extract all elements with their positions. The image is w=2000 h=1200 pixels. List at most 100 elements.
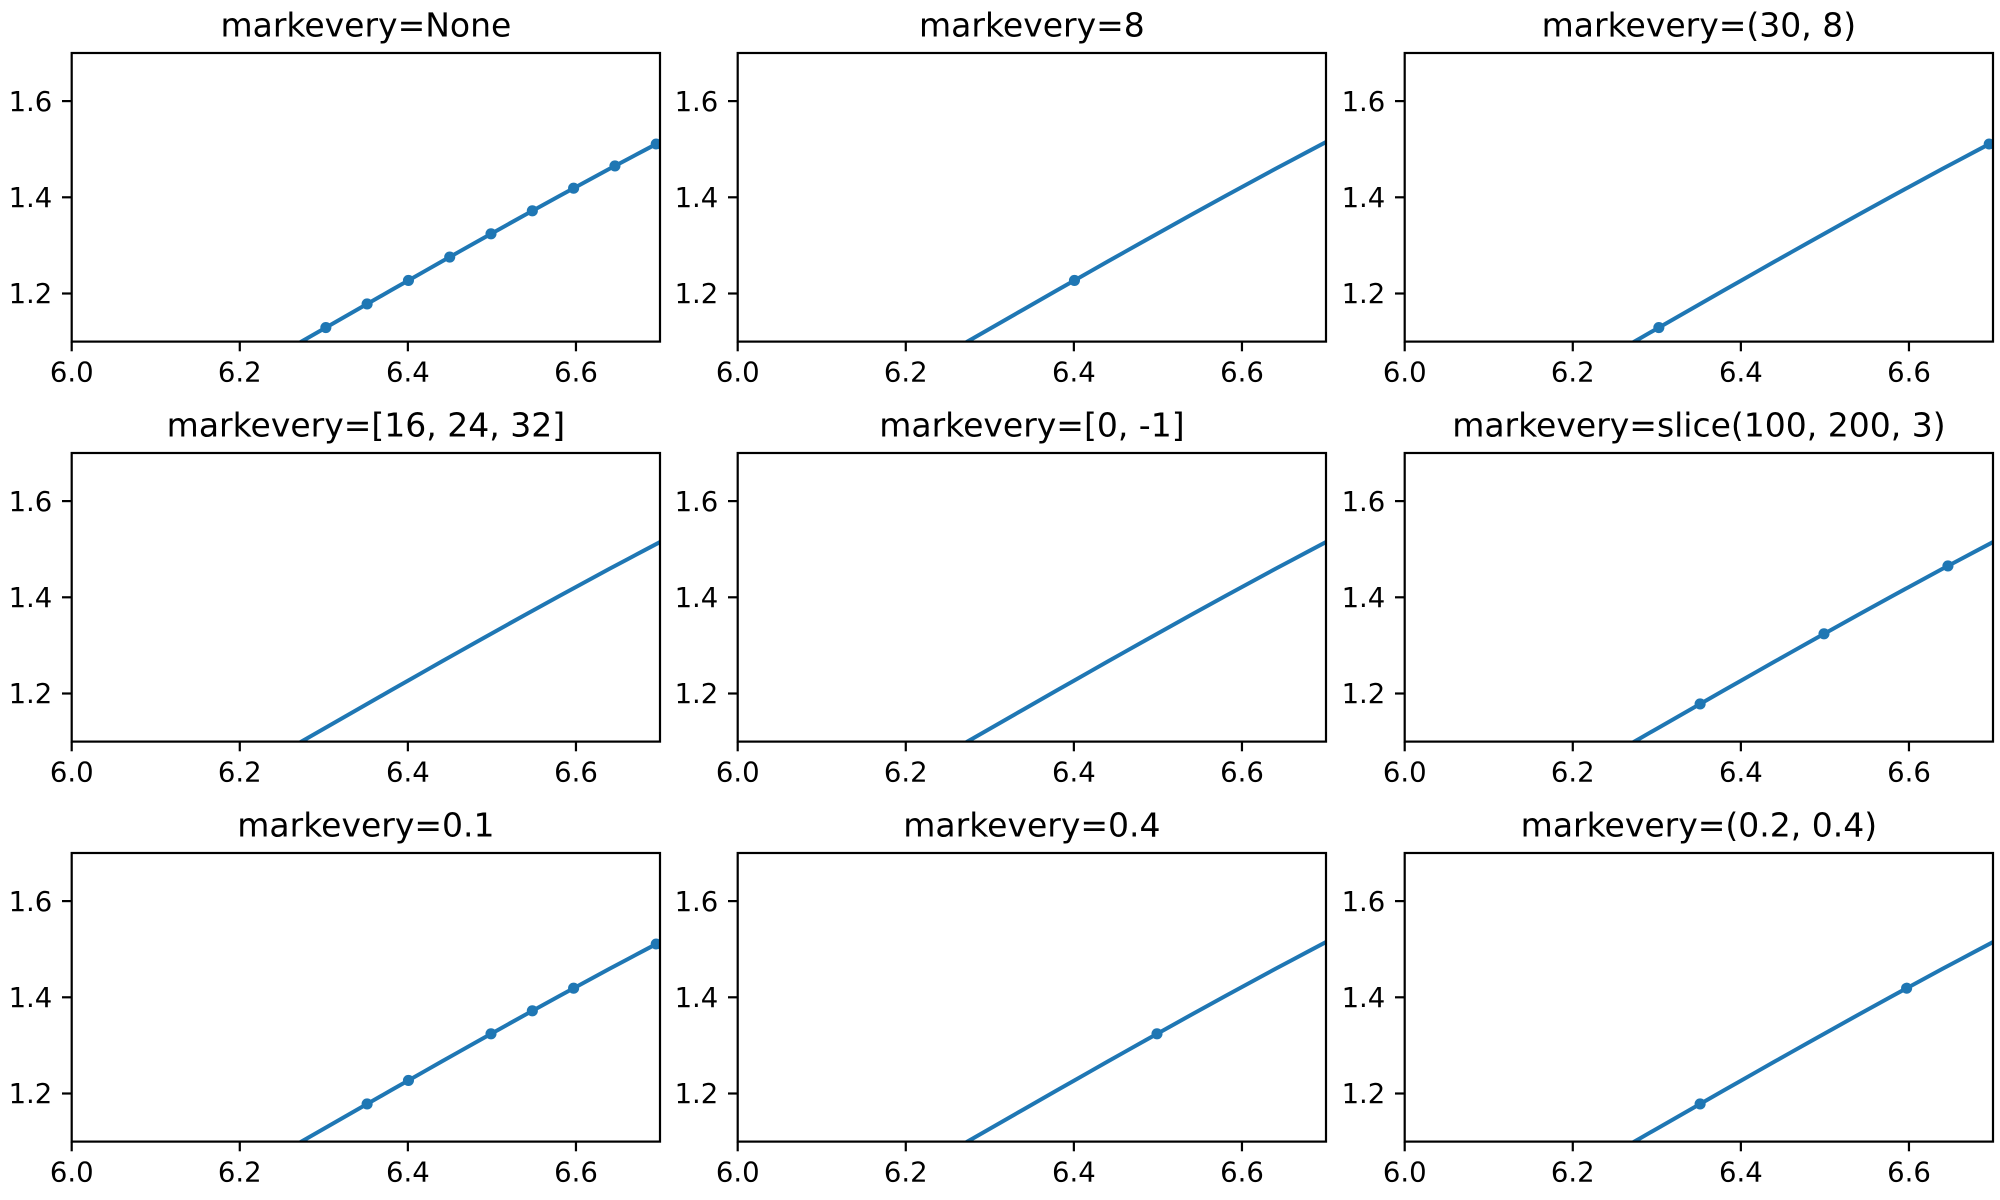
x-tick-label: 6.4 — [386, 1157, 430, 1189]
plot-border — [1403, 851, 1995, 1143]
y-tick-label: 1.4 — [9, 582, 53, 614]
y-tick-label: 1.2 — [675, 1078, 719, 1110]
marker-point — [402, 274, 415, 286]
x-tick-label: 6.6 — [1887, 757, 1931, 789]
x-tick-label: 6.4 — [386, 757, 430, 789]
y-tick-label: 1.6 — [1342, 886, 1386, 918]
plot-title: markevery=8 — [919, 6, 1145, 45]
x-tick-label: 6.6 — [1220, 757, 1264, 789]
plot-canvas: markevery=8 6.0 6.2 6.4 6.6 1.2 1.4 1.6 — [675, 6, 1328, 389]
x-tick-label: 6.6 — [1887, 357, 1931, 389]
y-tick-label: 1.2 — [1342, 678, 1386, 710]
subplot-markevery-0p2-0p4: markevery=(0.2, 0.4) 6.0 6.2 6.4 6.6 1.2 1.4 1… — [1333, 800, 2000, 1200]
x-tick-label: 6.6 — [554, 357, 598, 389]
x-tick-label: 6.4 — [1052, 357, 1096, 389]
marker-point — [650, 138, 660, 150]
plot-border — [70, 851, 662, 1143]
x-tick-label: 6.0 — [1383, 1157, 1427, 1189]
plot-title: markevery=0.4 — [903, 806, 1160, 845]
plot-title: markevery=[0, -1] — [879, 406, 1184, 445]
y-tick-label: 1.4 — [9, 182, 53, 214]
plot-border — [70, 451, 662, 743]
series-line — [1630, 940, 1993, 1142]
y-tick-label: 1.6 — [9, 86, 53, 118]
x-tick-label: 6.2 — [1551, 357, 1595, 389]
plot-title: markevery=None — [220, 6, 511, 45]
x-tick-label: 6.4 — [1719, 1157, 1763, 1189]
series-line — [963, 940, 1326, 1142]
x-tick-label: 6.0 — [50, 757, 94, 789]
subplot-markevery-0-neg1: markevery=[0, -1] 6.0 6.2 6.4 6.6 1.2 1.4 1.6 — [666, 400, 1333, 800]
series-line — [963, 540, 1326, 742]
plot-border — [1403, 51, 1995, 343]
marker-point — [485, 1028, 497, 1040]
marker-point — [526, 205, 538, 217]
plot-title: markevery=(0.2, 0.4) — [1521, 806, 1877, 845]
x-tick-label: 6.6 — [1220, 357, 1264, 389]
marker-point — [320, 322, 332, 334]
marker-point — [1694, 1098, 1706, 1110]
plot-border — [736, 851, 1328, 1143]
x-tick-label: 6.2 — [884, 1157, 928, 1189]
plot-canvas: markevery=[16, 24, 32] 6.0 6.2 6.4 6.6 1.2 1.… — [9, 406, 662, 789]
plot-title: markevery=slice(100, 200, 3) — [1452, 406, 1945, 445]
marker-point — [650, 938, 660, 950]
y-tick-label: 1.2 — [1342, 278, 1386, 310]
marker-point — [568, 182, 580, 194]
x-tick-label: 6.0 — [50, 1157, 94, 1189]
series-line — [963, 140, 1326, 342]
x-tick-label: 6.0 — [716, 357, 760, 389]
marker-point — [361, 298, 373, 310]
subplot-markevery-0p1: markevery=0.1 6.0 6.2 6.4 6.6 1.2 1.4 1.6 — [0, 800, 667, 1200]
plot-canvas: markevery=0.1 6.0 6.2 6.4 6.6 1.2 1.4 1.6 — [9, 806, 662, 1189]
marker-point — [1818, 628, 1830, 640]
x-tick-label: 6.2 — [218, 1157, 262, 1189]
x-tick-label: 6.6 — [1220, 1157, 1264, 1189]
x-tick-label: 6.0 — [716, 757, 760, 789]
y-tick-label: 1.2 — [675, 678, 719, 710]
plot-border — [1403, 451, 1995, 743]
plot-border — [70, 51, 662, 343]
plot-canvas: markevery=0.4 6.0 6.2 6.4 6.6 1.2 1.4 1.6 — [675, 806, 1328, 1189]
series-line — [297, 940, 660, 1142]
marker-point — [1068, 274, 1081, 286]
marker-point — [568, 982, 580, 994]
x-tick-label: 6.2 — [218, 357, 262, 389]
series-line — [1630, 140, 1993, 342]
y-tick-label: 1.4 — [675, 582, 719, 614]
x-tick-label: 6.4 — [1719, 357, 1763, 389]
marker-point — [402, 1074, 415, 1086]
marker-point — [485, 228, 497, 240]
x-tick-label: 6.0 — [716, 1157, 760, 1189]
marker-point — [444, 251, 456, 263]
y-tick-label: 1.4 — [675, 182, 719, 214]
marker-point — [1901, 982, 1913, 994]
subplot-markevery-16-24-32: markevery=[16, 24, 32] 6.0 6.2 6.4 6.6 1.2 1.… — [0, 400, 667, 800]
marker-point — [361, 1098, 373, 1110]
plot-canvas: markevery=(0.2, 0.4) 6.0 6.2 6.4 6.6 1.2 1.4 1… — [1342, 806, 1995, 1189]
x-tick-label: 6.6 — [1887, 1157, 1931, 1189]
x-tick-label: 6.0 — [1383, 757, 1427, 789]
x-tick-label: 6.2 — [1551, 1157, 1595, 1189]
x-tick-label: 6.6 — [554, 1157, 598, 1189]
x-tick-label: 6.2 — [884, 357, 928, 389]
plot-canvas: markevery=slice(100, 200, 3) 6.0 6.2 6.4 6.… — [1342, 406, 1995, 789]
y-tick-label: 1.6 — [9, 886, 53, 918]
subplot-markevery-30-8: markevery=(30, 8) 6.0 6.2 6.4 6.6 1.2 1.4 1.6 — [1333, 0, 2000, 400]
subplot-markevery-0p4: markevery=0.4 6.0 6.2 6.4 6.6 1.2 1.4 1.6 — [666, 800, 1333, 1200]
y-tick-label: 1.4 — [9, 982, 53, 1014]
x-tick-label: 6.4 — [1719, 757, 1763, 789]
y-tick-label: 1.4 — [675, 982, 719, 1014]
y-tick-label: 1.2 — [9, 1078, 53, 1110]
y-tick-label: 1.6 — [675, 86, 719, 118]
plot-canvas: markevery=(30, 8) 6.0 6.2 6.4 6.6 1.2 1.4 1.6 — [1342, 6, 1995, 389]
x-tick-label: 6.2 — [884, 757, 928, 789]
x-tick-label: 6.4 — [1052, 757, 1096, 789]
y-tick-label: 1.2 — [1342, 1078, 1386, 1110]
series-line — [297, 540, 660, 742]
subplot-markevery-none: markevery=None 6.0 6.2 6.4 6.6 1.2 1.4 1.6 — [0, 0, 667, 400]
plot-canvas: markevery=[0, -1] 6.0 6.2 6.4 6.6 1.2 1.4 1.6 — [675, 406, 1328, 789]
x-tick-label: 6.2 — [218, 757, 262, 789]
plot-title: markevery=[16, 24, 32] — [167, 406, 565, 445]
